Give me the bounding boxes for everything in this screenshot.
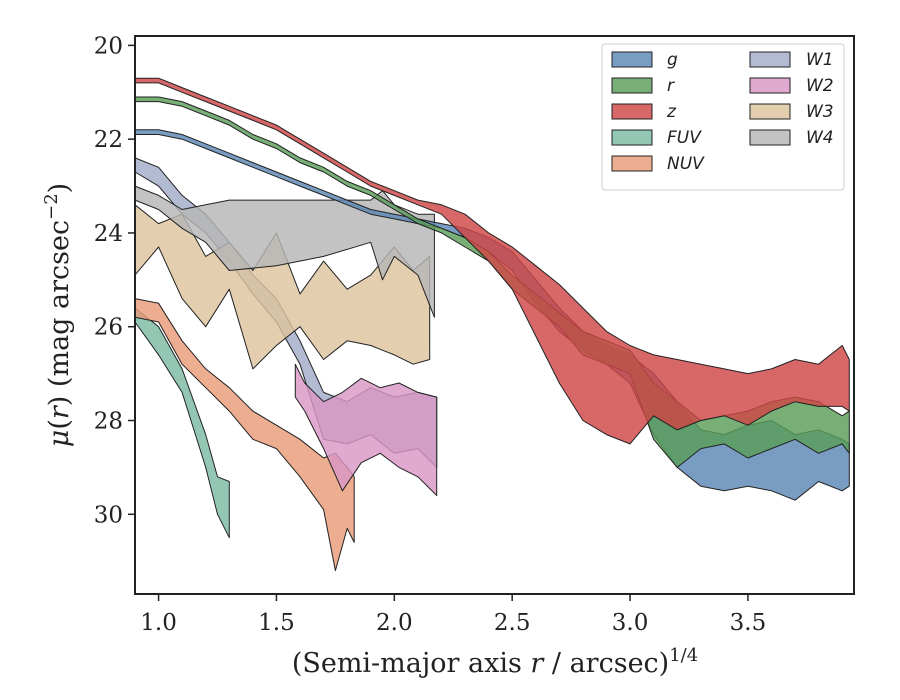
x-tick-label: 1.0	[140, 610, 177, 636]
y-tick-label: 24	[94, 221, 123, 247]
y-tick-label: 20	[94, 33, 123, 59]
y-axis-label: μ(r) (mag arcsec−2)	[41, 183, 75, 447]
x-tick-label: 3.5	[730, 610, 767, 636]
legend-label-r: r	[667, 76, 675, 96]
profile-bands	[134, 77, 850, 572]
x-axis-label: (Semi-major axis r / arcsec)1/4	[292, 645, 698, 679]
x-tick-label: 1.5	[258, 610, 295, 636]
legend-label-w2: W2	[806, 76, 834, 96]
legend-swatch-g	[611, 51, 653, 68]
x-tick-label: 2.5	[494, 610, 531, 636]
legend-swatch-r	[611, 77, 653, 94]
band-z	[134, 77, 850, 445]
legend-label-w4: W4	[806, 128, 834, 148]
band-fuv	[134, 307, 230, 539]
legend: grz FUV NUV W1 W2 W3 W4	[601, 43, 845, 191]
band-r	[134, 96, 850, 468]
legend-label-nuv: NUV	[667, 154, 705, 174]
legend-swatch-nuv	[611, 155, 653, 172]
legend-swatch-z	[611, 103, 653, 120]
legend-label-g: g	[667, 50, 678, 70]
legend-label-w3: W3	[806, 102, 834, 122]
legend-label-fuv: FUV	[667, 128, 702, 148]
legend-label-z: z	[666, 102, 677, 122]
legend-swatch-w3	[749, 103, 791, 120]
plot-area-frame	[134, 35, 855, 595]
y-tick-label: 22	[94, 127, 123, 153]
x-tick-label: 2.0	[376, 610, 413, 636]
band-nuv	[134, 298, 355, 572]
x-axis-ticks: 1.0 1.5 2.0 2.5 3.0 3.5	[140, 594, 766, 636]
legend-swatch-w4	[749, 129, 791, 146]
y-axis-ticks: 20 22 24 26 28 30	[94, 33, 135, 528]
legend-swatch-w2	[749, 77, 791, 94]
legend-swatch-w1	[749, 51, 791, 68]
y-tick-label: 28	[94, 409, 123, 435]
band-w2	[294, 363, 438, 496]
x-tick-label: 3.0	[612, 610, 649, 636]
legend-label-w1: W1	[806, 50, 834, 70]
legend-swatch-fuv	[611, 129, 653, 146]
y-tick-label: 30	[94, 502, 123, 528]
y-tick-label: 26	[94, 315, 123, 341]
band-w4	[134, 185, 435, 318]
